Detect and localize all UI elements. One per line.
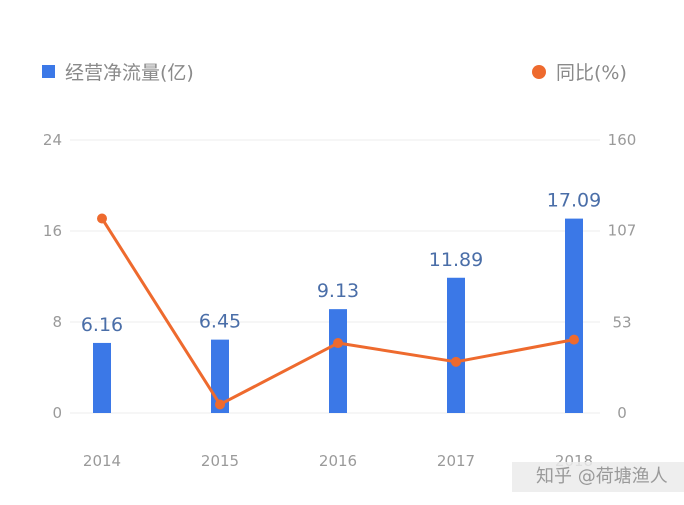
x-tick-label: 2016 <box>319 452 357 470</box>
bar-swatch-icon <box>42 65 55 78</box>
left-tick-label: 16 <box>43 222 62 240</box>
yoy-point <box>97 213 107 224</box>
legend-line-label: 同比(%) <box>556 62 627 84</box>
yoy-point <box>451 356 461 367</box>
watermark: 知乎 @荷塘渔人 <box>512 462 684 492</box>
right-tick-label: 53 <box>612 314 631 332</box>
bar <box>447 277 465 413</box>
right-tick-label: 107 <box>608 221 637 239</box>
right-tick-label: 160 <box>608 131 637 149</box>
bar-value-label: 17.09 <box>547 190 601 212</box>
x-tick-label: 2014 <box>83 452 121 470</box>
line-dot-icon <box>532 64 546 79</box>
right-axis-ticks: 160 107 53 0 <box>608 131 637 422</box>
bar <box>329 309 347 413</box>
yoy-point <box>333 338 343 349</box>
bar <box>565 218 583 413</box>
gridlines <box>70 139 600 414</box>
bar-value-label: 6.16 <box>81 314 123 336</box>
left-axis-ticks: 0 8 16 24 <box>43 131 62 422</box>
legend-bar: 经营净流量(亿) <box>42 58 194 85</box>
yoy-point <box>215 399 225 410</box>
bar-value-label: 6.45 <box>199 311 241 333</box>
bar-value-labels: 6.16 6.45 9.13 11.89 17.09 <box>81 190 601 336</box>
legend-line: 同比(%) <box>532 58 627 85</box>
yoy-point <box>569 334 579 345</box>
left-tick-label: 0 <box>52 404 62 422</box>
x-axis-ticks: 2014 2015 2016 2017 2018 <box>83 452 593 470</box>
bar <box>93 342 111 413</box>
bar-value-label: 9.13 <box>317 280 359 302</box>
left-tick-label: 8 <box>52 313 62 331</box>
legend-bar-label: 经营净流量(亿) <box>65 62 194 84</box>
x-tick-label: 2015 <box>201 452 239 470</box>
right-tick-label: 0 <box>617 404 627 422</box>
yoy-line <box>97 213 579 410</box>
left-tick-label: 24 <box>43 131 62 149</box>
bar-value-label: 11.89 <box>429 249 483 271</box>
x-tick-label: 2017 <box>437 452 475 470</box>
bars <box>93 218 583 413</box>
